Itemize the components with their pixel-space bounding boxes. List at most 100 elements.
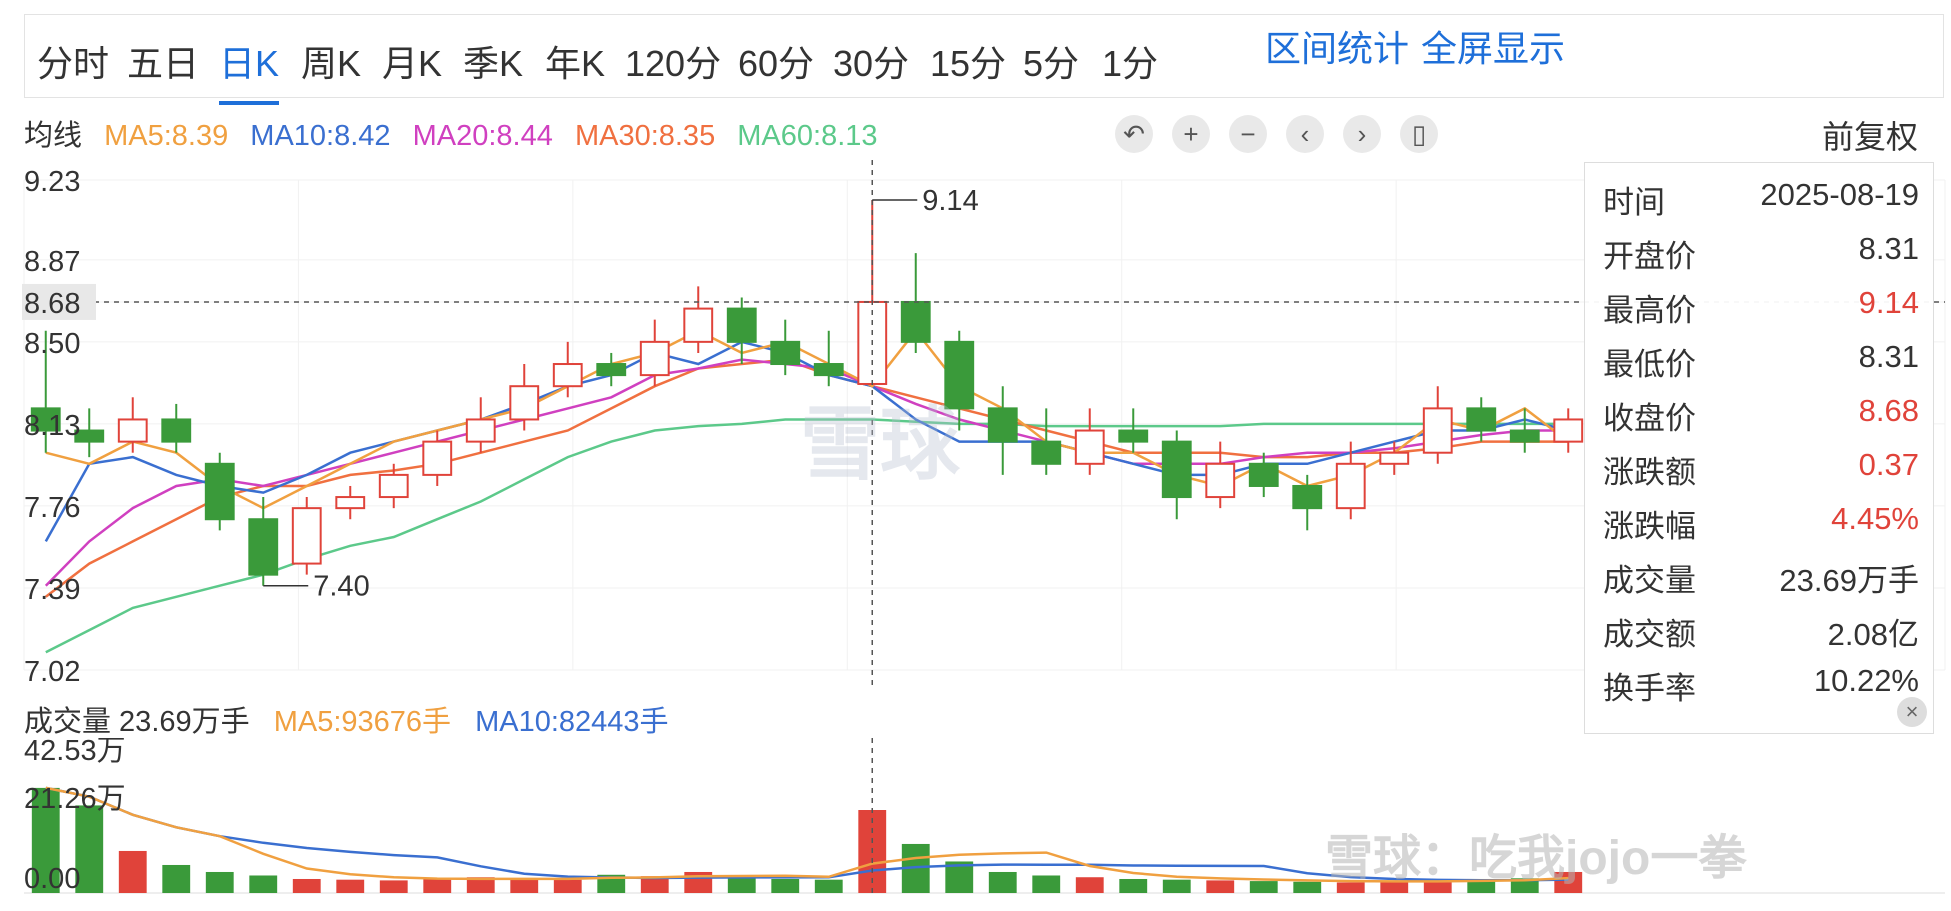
volume-chart[interactable]: 42.53万 21.26万 0.00 [0,738,1951,898]
info-key: 时间 [1603,185,1665,220]
tab-9[interactable]: 30分 [833,43,910,84]
info-value: 23.69万手 [1779,563,1919,598]
candle-body [1205,462,1236,499]
candle-body [117,418,148,443]
candle-body [726,307,757,343]
info-row: 收盘价 8.68 [1603,393,1919,436]
candle-body [1422,407,1453,454]
y-tick-label: 7.39 [24,574,80,606]
candle-body [1118,429,1149,443]
chevron-left-icon[interactable]: ‹ [1286,115,1324,153]
volume-bar [1119,878,1148,893]
tab-5[interactable]: 季K [463,43,524,84]
info-key: 最高价 [1603,293,1696,328]
volume-ma10: MA10:82443手 [475,706,669,738]
volume-bar [1467,878,1496,893]
undo-icon[interactable]: ↶ [1115,115,1153,153]
candle-body [204,462,235,521]
tab-8[interactable]: 60分 [738,43,815,84]
candle-body [944,340,975,410]
volume-bar [1293,881,1322,893]
candle-body [770,340,801,366]
info-key: 涨跌额 [1603,455,1696,490]
volume-bar [379,880,408,893]
info-row: 最高价 9.14 [1603,285,1919,328]
fullscreen-link[interactable]: 全屏显示 [1421,28,1566,69]
candle-body [422,440,453,476]
info-row: 成交量 23.69万手 [1603,555,1919,598]
volume-bar [1510,878,1539,893]
volume-bar [510,878,539,893]
info-row: 涨跌幅 4.45% [1603,501,1919,544]
info-row: 涨跌额 0.37 [1603,447,1919,490]
volume-ma5-line [45,786,1569,883]
tab-10[interactable]: 15分 [930,43,1007,84]
volume-bar [205,871,234,893]
volume-bar [1162,879,1191,893]
info-value: 4.45% [1831,501,1919,536]
high-annotation: 9.14 [922,185,978,217]
candle-body [1248,462,1279,487]
adjust-mode-selector[interactable]: 前复权 [1822,119,1919,155]
zoom-in-icon[interactable]: + [1172,115,1210,153]
volume-bar [1206,880,1235,893]
ma5-value: MA5:8.39 [104,120,229,152]
tab-0[interactable]: 分时 [37,43,110,84]
candle-style-icon[interactable]: ▯ [1400,115,1438,153]
candle-body [1031,440,1062,465]
info-value: 2.08亿 [1827,617,1919,652]
candle-body [552,363,583,388]
info-value: 0.37 [1858,447,1919,482]
candle-body [1074,429,1105,465]
y-tick-label: 8.68 [24,288,80,320]
candle-body [378,473,409,499]
info-key: 成交额 [1603,617,1696,652]
watermark: 雪球：吃我jojo一拳 [1325,832,1747,885]
tab-1[interactable]: 五日 [127,43,200,84]
tab-4[interactable]: 月K [382,43,443,84]
candle-body [74,429,105,443]
y-tick-label: 8.87 [24,246,80,278]
volume-bar [31,787,60,893]
interval-stats-link[interactable]: 区间统计 [1265,28,1410,69]
info-key: 收盘价 [1603,401,1696,436]
volume-bar [988,871,1017,893]
tab-6[interactable]: 年K [545,43,606,84]
candle-body [1379,451,1410,465]
tab-2[interactable]: 日K [219,35,280,105]
tab-11[interactable]: 5分 [1023,43,1080,84]
volume-bar [597,874,626,893]
volume-bar [640,876,669,893]
volume-ma5: MA5:93676手 [273,706,452,738]
candle-body [1553,418,1584,443]
volume-bar [553,879,582,893]
volume-legend: 成交量 23.69万手 MA5:93676手 MA10:82443手 [24,698,685,740]
info-row: 成交额 2.08亿 [1603,609,1919,652]
tab-3[interactable]: 周K [301,43,362,84]
candle-body [639,340,670,377]
info-row: 时间 2025-08-19 [1603,177,1919,220]
candle-body [596,363,627,377]
volume-bar [1380,881,1409,893]
y-tick-label: 8.50 [24,328,80,360]
tab-12[interactable]: 1分 [1102,43,1159,84]
y-tick-label: 7.76 [24,492,80,524]
volume-bar [292,878,321,893]
tab-7[interactable]: 120分 [625,43,722,84]
volume-bar [75,805,104,893]
volume-bar [727,877,756,893]
candle-body [1509,429,1540,443]
info-key: 最低价 [1603,347,1696,382]
candle-body [161,418,192,443]
chevron-right-icon[interactable]: › [1343,115,1381,153]
info-row: 换手率 10.22% [1603,663,1919,706]
volume-bar [162,864,191,893]
close-icon[interactable]: × [1897,697,1927,727]
candle-body [248,518,279,576]
volume-bar [1336,882,1365,893]
volume-bar [336,879,365,893]
info-value: 2025-08-19 [1760,177,1919,212]
info-value: 8.31 [1858,339,1919,374]
candle-body [465,418,496,443]
zoom-out-icon[interactable]: − [1229,115,1267,153]
